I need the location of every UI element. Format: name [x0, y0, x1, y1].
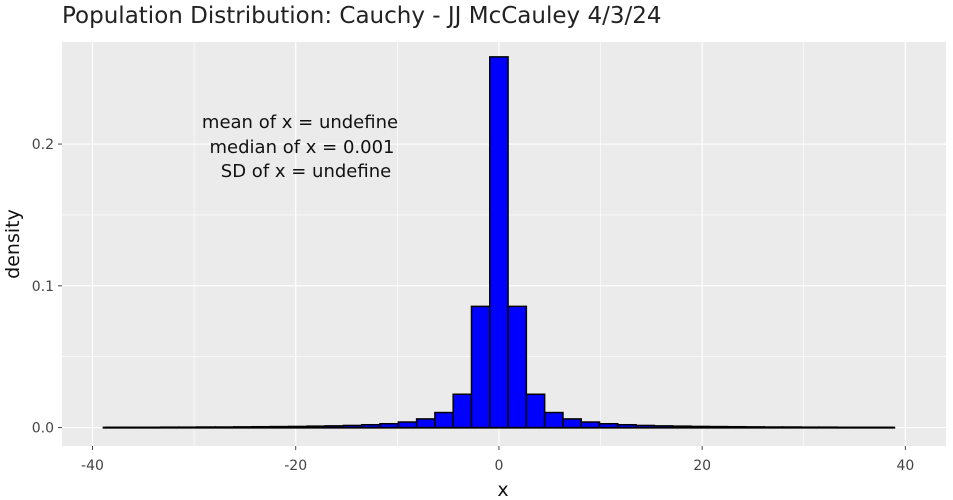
histogram-bar [342, 424, 363, 429]
annotation-median: median of x = 0.001 [210, 137, 395, 158]
histogram-bar [360, 423, 381, 429]
histogram-bar [653, 425, 674, 429]
histogram-bar [745, 426, 765, 429]
histogram-bar [543, 411, 564, 429]
x-tick-label: -40 [81, 458, 104, 474]
histogram-bar [452, 393, 473, 429]
x-tick-label: 20 [693, 458, 711, 474]
histogram-bar [269, 425, 290, 429]
histogram-bar [708, 425, 729, 429]
annotation-sd: SD of x = undefine [221, 161, 391, 182]
histogram-bar [379, 422, 400, 429]
x-tick-label: -20 [284, 458, 307, 474]
histogram-bar [507, 305, 528, 429]
histogram-bar [525, 393, 546, 429]
histogram-bar [598, 422, 619, 429]
x-tick-label: 40 [896, 458, 914, 474]
histogram-bar [415, 418, 436, 429]
histogram-bar [470, 305, 491, 429]
histogram-bar [397, 421, 418, 429]
histogram-bar [799, 426, 820, 429]
histogram-bar [178, 426, 198, 429]
histogram-bar [781, 426, 802, 429]
x-axis-label: x [497, 479, 508, 500]
histogram-bar [854, 426, 875, 429]
histogram-bar [580, 421, 601, 429]
y-axis-label: density [2, 209, 24, 279]
histogram-bar [873, 426, 893, 429]
histogram-bar [159, 426, 180, 429]
x-tick-label: 0 [494, 458, 503, 474]
y-tick-label: 0.1 [32, 279, 54, 295]
y-tick-label: 0.0 [32, 421, 54, 437]
histogram-bar [324, 425, 345, 429]
histogram-bar [214, 426, 235, 429]
histogram-bar [818, 426, 839, 429]
histogram-bar [251, 425, 272, 429]
histogram-bar [562, 418, 582, 429]
histogram-bar [306, 425, 326, 429]
histogram-bar [836, 426, 857, 429]
histogram-bars [102, 56, 896, 429]
axis-ticks: -40 -20 0 20 40 0.0 0.1 0.2 [32, 137, 915, 474]
histogram-bar [434, 411, 454, 429]
annotation-mean: mean of x = undefine [202, 112, 398, 133]
histogram-bar [671, 425, 692, 429]
histogram-bar [141, 426, 162, 429]
histogram-bar [196, 426, 217, 429]
histogram-bar [635, 424, 656, 429]
histogram-bar [726, 425, 747, 429]
histogram-bar [489, 56, 509, 429]
histogram-bar [123, 426, 144, 429]
chart-title: Population Distribution: Cauchy - JJ McC… [62, 3, 661, 29]
histogram-bar [617, 423, 637, 429]
y-tick-label: 0.2 [32, 137, 54, 153]
histogram-bar [690, 425, 711, 429]
histogram-bar [232, 426, 253, 429]
histogram-bar [287, 425, 308, 429]
histogram-bar [104, 426, 125, 429]
histogram-bar [763, 426, 784, 429]
